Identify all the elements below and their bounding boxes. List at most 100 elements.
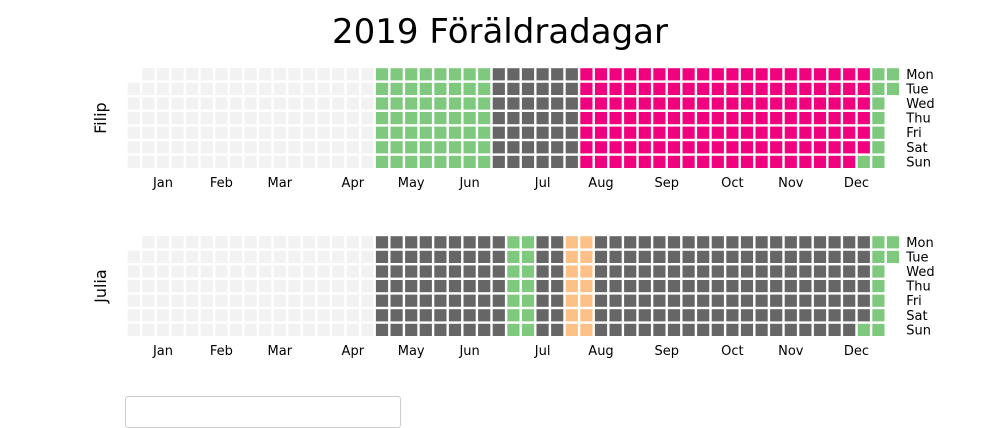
day-cell [259,82,272,95]
day-cell [784,280,797,293]
day-cell [872,323,885,336]
day-cell [565,250,578,263]
day-cell [843,265,856,278]
day-cell [726,97,739,110]
day-cell [507,68,520,81]
day-cell [799,236,812,249]
day-cell [259,126,272,139]
day-cell [186,126,199,139]
day-cell [259,112,272,125]
day-cell [478,265,491,278]
day-cell [142,155,155,168]
day-cell [624,141,637,154]
day-cell [244,236,257,249]
day-cell [667,126,681,139]
day-cell [244,155,257,168]
day-cell [317,236,330,249]
day-cell [405,82,418,95]
day-cell [697,323,710,336]
day-cell [682,112,695,125]
day-cell [434,112,447,125]
day-cell [332,82,345,95]
day-cell [784,294,797,307]
month-label: Feb [210,176,233,191]
day-cell [857,280,870,293]
day-cell [171,126,184,139]
day-cell [390,236,403,249]
day-cell [638,82,651,95]
day-cell [521,309,535,322]
day-cell [799,323,812,336]
day-cell [536,112,549,125]
day-cell [142,68,155,81]
day-cell [711,141,724,154]
day-cell [784,236,797,249]
day-cell [740,155,754,168]
day-cell [580,309,593,322]
day-cell [784,68,797,81]
day-cell [302,323,316,336]
day-cell [507,280,520,293]
day-cell [667,97,681,110]
day-cell [332,236,345,249]
day-cell [259,236,272,249]
day-cell [448,82,462,95]
day-cell [434,236,447,249]
day-cell [317,309,330,322]
day-cell [813,294,827,307]
day-cell [770,155,783,168]
day-cell [740,97,754,110]
day-cell [609,155,622,168]
day-cell [215,309,228,322]
day-cell [886,82,900,95]
day-cell [463,155,476,168]
day-cell [302,309,316,322]
day-cell [478,294,491,307]
day-cell [565,309,578,322]
day-cell [302,265,316,278]
day-cell [551,280,564,293]
day-cell [186,68,199,81]
day-cell [682,126,695,139]
day-cell [156,236,170,249]
day-cell [813,155,827,168]
day-cell [726,82,739,95]
day-cell [609,294,622,307]
day-cell [448,294,462,307]
day-cell [813,323,827,336]
day-cell [200,280,213,293]
day-cell [828,155,841,168]
day-cell [857,236,870,249]
day-cell [755,250,768,263]
day-cell [624,236,637,249]
day-cell [580,236,593,249]
day-cell [375,309,389,322]
day-cell [186,155,199,168]
day-cell [857,112,870,125]
day-cell [156,323,170,336]
day-cell [229,323,243,336]
day-cell [492,280,505,293]
day-cell [405,126,418,139]
day-cell [361,323,374,336]
day-cell [244,126,257,139]
day-cell [215,280,228,293]
day-cell [405,141,418,154]
day-cell [200,250,213,263]
day-cell [288,126,301,139]
day-cell [244,323,257,336]
day-cell [419,250,432,263]
day-cell [200,82,213,95]
day-cell [419,236,432,249]
day-cell [697,250,710,263]
day-cell [156,126,170,139]
day-cell [609,126,622,139]
day-cell [565,126,578,139]
day-cell [273,112,286,125]
day-cell [565,265,578,278]
day-cell [434,250,447,263]
day-cell [813,82,827,95]
day-cell [448,155,462,168]
day-cell [726,265,739,278]
calendar-heatmap: Jan Feb Mar Apr May Jun Jul Aug Sep Oct Nov DecMonT… [91,68,935,359]
